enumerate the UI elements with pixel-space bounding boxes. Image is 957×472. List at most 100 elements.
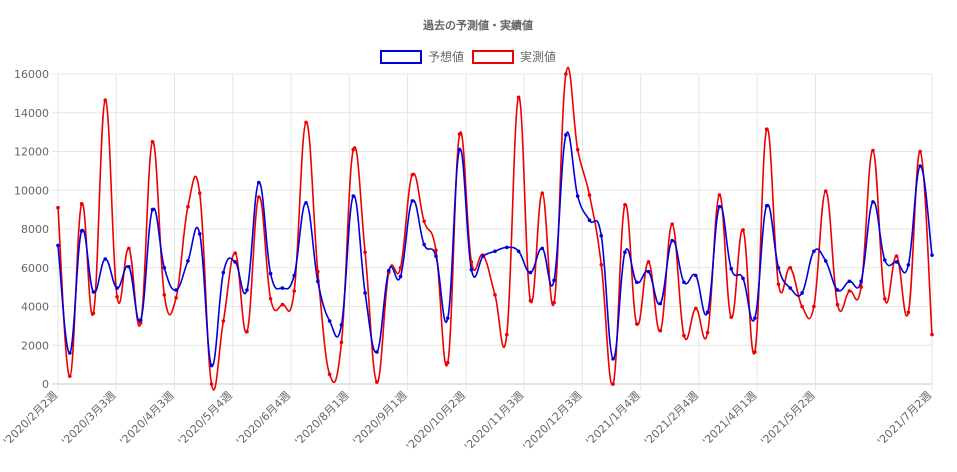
- point-forecast[interactable]: [705, 310, 710, 315]
- point-actual[interactable]: [658, 328, 663, 333]
- point-forecast[interactable]: [410, 199, 415, 203]
- point-actual[interactable]: [552, 300, 556, 305]
- point-actual[interactable]: [906, 310, 911, 315]
- point-actual[interactable]: [823, 189, 828, 194]
- point-actual[interactable]: [611, 382, 615, 386]
- point-forecast[interactable]: [56, 243, 60, 248]
- point-forecast[interactable]: [516, 249, 521, 254]
- point-forecast[interactable]: [457, 147, 462, 152]
- point-forecast[interactable]: [221, 270, 226, 275]
- point-actual[interactable]: [705, 330, 710, 335]
- point-forecast[interactable]: [469, 267, 474, 272]
- point-forecast[interactable]: [304, 201, 308, 205]
- point-forecast[interactable]: [835, 288, 840, 292]
- point-actual[interactable]: [351, 147, 356, 152]
- point-actual[interactable]: [127, 246, 131, 251]
- point-actual[interactable]: [918, 149, 922, 154]
- point-actual[interactable]: [56, 205, 60, 210]
- point-forecast[interactable]: [812, 249, 816, 254]
- point-forecast[interactable]: [79, 229, 84, 233]
- point-actual[interactable]: [434, 248, 438, 253]
- point-actual[interactable]: [197, 191, 202, 195]
- point-forecast[interactable]: [906, 263, 911, 267]
- point-forecast[interactable]: [894, 260, 899, 264]
- point-actual[interactable]: [233, 251, 237, 256]
- point-actual[interactable]: [564, 72, 568, 76]
- point-actual[interactable]: [812, 304, 816, 309]
- point-actual[interactable]: [268, 296, 273, 301]
- point-actual[interactable]: [516, 95, 521, 100]
- point-actual[interactable]: [575, 147, 580, 152]
- point-actual[interactable]: [717, 193, 722, 197]
- point-forecast[interactable]: [682, 280, 686, 285]
- point-forecast[interactable]: [386, 268, 391, 273]
- point-forecast[interactable]: [150, 207, 155, 212]
- point-forecast[interactable]: [316, 279, 320, 284]
- point-forecast[interactable]: [764, 203, 769, 208]
- point-actual[interactable]: [162, 293, 167, 297]
- point-actual[interactable]: [469, 260, 474, 264]
- point-actual[interactable]: [493, 293, 497, 297]
- point-actual[interactable]: [103, 98, 108, 102]
- point-actual[interactable]: [245, 329, 249, 334]
- point-forecast[interactable]: [103, 257, 108, 261]
- point-forecast[interactable]: [209, 363, 214, 368]
- point-actual[interactable]: [729, 315, 734, 319]
- point-forecast[interactable]: [292, 273, 297, 278]
- point-actual[interactable]: [316, 269, 320, 274]
- point-forecast[interactable]: [327, 319, 332, 323]
- point-actual[interactable]: [138, 321, 143, 325]
- point-actual[interactable]: [304, 120, 308, 125]
- point-forecast[interactable]: [339, 323, 344, 327]
- point-forecast[interactable]: [776, 265, 781, 270]
- point-forecast[interactable]: [871, 200, 875, 204]
- point-forecast[interactable]: [245, 288, 249, 292]
- point-forecast[interactable]: [445, 316, 450, 320]
- point-forecast[interactable]: [174, 288, 178, 292]
- point-forecast[interactable]: [256, 180, 261, 185]
- point-forecast[interactable]: [268, 271, 273, 276]
- point-forecast[interactable]: [363, 291, 367, 295]
- point-actual[interactable]: [221, 319, 226, 323]
- point-actual[interactable]: [599, 263, 604, 267]
- point-forecast[interactable]: [882, 258, 887, 262]
- point-actual[interactable]: [91, 311, 96, 316]
- point-forecast[interactable]: [375, 350, 379, 354]
- point-forecast[interactable]: [670, 238, 674, 243]
- point-forecast[interactable]: [741, 276, 745, 281]
- point-actual[interactable]: [682, 333, 686, 338]
- point-forecast[interactable]: [611, 357, 615, 361]
- point-actual[interactable]: [623, 202, 627, 207]
- legend[interactable]: 予想値 実測値: [380, 49, 556, 64]
- legend-item-forecast[interactable]: 予想値: [380, 49, 464, 64]
- point-forecast[interactable]: [398, 274, 403, 279]
- point-actual[interactable]: [764, 127, 769, 132]
- point-forecast[interactable]: [599, 233, 604, 238]
- point-actual[interactable]: [670, 222, 674, 226]
- point-forecast[interactable]: [552, 278, 556, 283]
- point-forecast[interactable]: [197, 232, 202, 236]
- point-actual[interactable]: [847, 289, 852, 293]
- point-forecast[interactable]: [528, 270, 533, 275]
- point-actual[interactable]: [859, 285, 863, 289]
- legend-item-actual[interactable]: 実測値: [472, 49, 556, 64]
- point-actual[interactable]: [445, 360, 450, 365]
- point-actual[interactable]: [209, 382, 214, 386]
- point-forecast[interactable]: [505, 245, 509, 250]
- point-forecast[interactable]: [623, 250, 627, 255]
- point-forecast[interactable]: [693, 273, 698, 278]
- point-actual[interactable]: [835, 302, 840, 307]
- point-forecast[interactable]: [540, 246, 545, 251]
- point-actual[interactable]: [894, 254, 899, 258]
- point-forecast[interactable]: [753, 316, 757, 320]
- point-forecast[interactable]: [930, 253, 934, 257]
- point-actual[interactable]: [280, 302, 285, 307]
- point-actual[interactable]: [457, 132, 462, 136]
- point-actual[interactable]: [363, 250, 367, 255]
- point-forecast[interactable]: [918, 164, 922, 168]
- point-forecast[interactable]: [233, 260, 237, 264]
- point-forecast[interactable]: [68, 351, 72, 355]
- point-actual[interactable]: [528, 298, 533, 303]
- point-forecast[interactable]: [186, 259, 190, 263]
- point-actual[interactable]: [776, 282, 781, 287]
